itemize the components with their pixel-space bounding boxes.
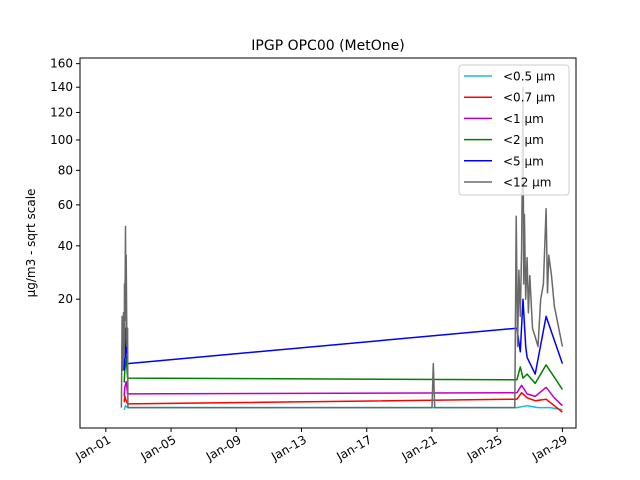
y-axis-ticks: 20 40 60 80 100 120 140 160	[50, 57, 80, 306]
legend-label-1: <0.7 µm	[503, 91, 555, 105]
legend-label-3: <2 µm	[503, 133, 544, 147]
y-tick-label: 40	[58, 239, 73, 253]
series-line-1	[123, 391, 563, 413]
y-tick-label: 120	[50, 105, 73, 119]
legend-label-2: <1 µm	[503, 112, 544, 126]
plot-frame	[79, 57, 577, 429]
series-line-3	[123, 356, 564, 390]
y-tick-label: 60	[58, 198, 73, 212]
y-tick-label: 140	[50, 80, 73, 94]
series-line-4	[123, 298, 564, 375]
y-axis-label: µg/m3 - sqrt scale	[24, 189, 38, 298]
legend-label-4: <5 µm	[503, 154, 544, 168]
y-tick-label: 160	[50, 57, 73, 71]
series-line-0	[123, 404, 563, 411]
series-line-5	[120, 86, 564, 409]
legend-label-0: <0.5 µm	[503, 70, 555, 84]
legend-label-5: <12 µm	[503, 176, 551, 190]
y-tick-label: 20	[58, 292, 73, 306]
y-tick-label: 100	[50, 133, 73, 147]
chart-title: IPGP OPC00 (MetOne)	[251, 38, 404, 54]
series-layer	[120, 86, 564, 413]
legend: <0.5 µm <0.7 µm <1 µm <2 µm <5 µm <12 µm	[458, 64, 570, 196]
y-tick-label: 80	[58, 163, 73, 177]
series-line-2	[123, 380, 563, 407]
